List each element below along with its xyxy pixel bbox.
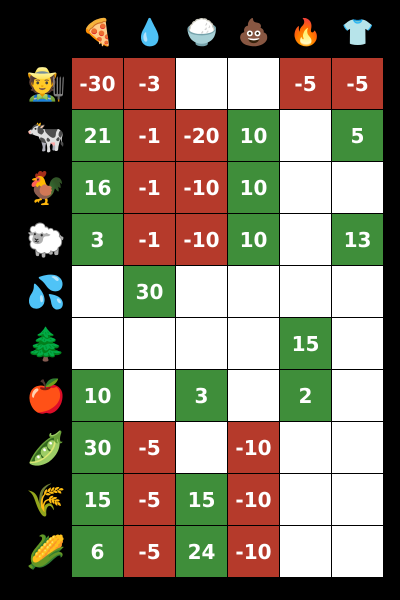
grid-cell[interactable]: 24 xyxy=(176,526,227,577)
peas-icon: 🫛 xyxy=(26,429,66,467)
grid-cell[interactable] xyxy=(124,318,175,369)
grid-cell[interactable]: -3 xyxy=(124,58,175,109)
grid-cell[interactable]: 10 xyxy=(228,110,279,161)
grid-cell[interactable] xyxy=(176,58,227,109)
grid-cell[interactable]: 15 xyxy=(280,318,331,369)
grid-cell[interactable] xyxy=(176,422,227,473)
grid-cell[interactable]: -10 xyxy=(228,422,279,473)
grid-cell[interactable]: 10 xyxy=(228,214,279,265)
grid-cell[interactable] xyxy=(280,526,331,577)
resource-grid: 🍕 💧 🍚 💩 🔥 👕 🧑‍🌾 -30 -3 -5 -5 🐄 21 -1 -20 10 5 🐓 16 -1 -10 10 🐑… xyxy=(20,8,384,582)
trees-icon: 🌲 xyxy=(26,325,66,363)
grid-cell[interactable]: 15 xyxy=(176,474,227,525)
grid-cell[interactable]: 16 xyxy=(72,162,123,213)
poop-icon: 💩 xyxy=(237,18,271,48)
grid-cell[interactable] xyxy=(228,266,279,317)
grid-cell[interactable]: -30 xyxy=(72,58,123,109)
grid-cell[interactable]: -5 xyxy=(124,474,175,525)
fire-icon: 🔥 xyxy=(289,18,323,48)
grid-cell[interactable] xyxy=(332,474,383,525)
wheat-icon: 🌾 xyxy=(26,481,66,519)
grid-cell[interactable] xyxy=(280,110,331,161)
grid-cell[interactable]: 6 xyxy=(72,526,123,577)
shirt-icon: 👕 xyxy=(341,18,375,48)
grid-cell[interactable]: -5 xyxy=(332,58,383,109)
grid-cell[interactable]: 21 xyxy=(72,110,123,161)
grid-cell[interactable] xyxy=(332,162,383,213)
grid-cell[interactable] xyxy=(332,370,383,421)
water-droplets-icon: 💦 xyxy=(26,273,66,311)
grid-cell[interactable] xyxy=(280,162,331,213)
grid-cell[interactable] xyxy=(176,318,227,369)
farmer-icon: 🧑‍🌾 xyxy=(26,65,66,103)
grid-cell[interactable]: -1 xyxy=(124,214,175,265)
grid-cell[interactable] xyxy=(176,266,227,317)
grid-cell[interactable]: -1 xyxy=(124,162,175,213)
grid-cell[interactable]: 30 xyxy=(72,422,123,473)
grid-cell[interactable] xyxy=(332,526,383,577)
grid-cell[interactable]: 3 xyxy=(72,214,123,265)
sheep-icon: 🐑 xyxy=(26,221,66,259)
grid-cell[interactable] xyxy=(332,422,383,473)
grid-cell[interactable]: 15 xyxy=(72,474,123,525)
water-drop-icon: 💧 xyxy=(133,18,167,48)
grid-cell[interactable]: 10 xyxy=(228,162,279,213)
grid-cell[interactable]: -10 xyxy=(176,214,227,265)
grid-cell[interactable] xyxy=(228,58,279,109)
grid-cell[interactable]: -10 xyxy=(176,162,227,213)
grid-cell[interactable]: -20 xyxy=(176,110,227,161)
grid-cell[interactable]: 5 xyxy=(332,110,383,161)
grid-cell[interactable] xyxy=(72,266,123,317)
grid-cell[interactable] xyxy=(280,474,331,525)
grid-cell[interactable] xyxy=(280,214,331,265)
grid-cell[interactable]: 10 xyxy=(72,370,123,421)
grid-cell[interactable]: -1 xyxy=(124,110,175,161)
grid-cell[interactable]: 13 xyxy=(332,214,383,265)
rice-bowl-icon: 🍚 xyxy=(185,18,219,48)
grid-cell[interactable] xyxy=(280,422,331,473)
pizza-icon: 🍕 xyxy=(81,18,115,48)
rooster-icon: 🐓 xyxy=(26,169,66,207)
grid-cell[interactable]: -10 xyxy=(228,526,279,577)
grid-cell[interactable] xyxy=(228,318,279,369)
grid-cell[interactable] xyxy=(280,266,331,317)
grid-cell[interactable]: 2 xyxy=(280,370,331,421)
cow-icon: 🐄 xyxy=(26,117,66,155)
grid-cell[interactable]: -5 xyxy=(124,526,175,577)
grid-cell[interactable]: -5 xyxy=(124,422,175,473)
grid-cell[interactable]: 30 xyxy=(124,266,175,317)
corn-icon: 🌽 xyxy=(26,533,66,571)
grid-cell[interactable]: -5 xyxy=(280,58,331,109)
grid-cell[interactable] xyxy=(228,370,279,421)
grid-cell[interactable] xyxy=(124,370,175,421)
grid-cell[interactable] xyxy=(332,266,383,317)
apple-icon: 🍎 xyxy=(26,377,66,415)
grid-cell[interactable] xyxy=(72,318,123,369)
grid-cell[interactable]: 3 xyxy=(176,370,227,421)
grid-cell[interactable] xyxy=(332,318,383,369)
grid-cell[interactable]: -10 xyxy=(228,474,279,525)
